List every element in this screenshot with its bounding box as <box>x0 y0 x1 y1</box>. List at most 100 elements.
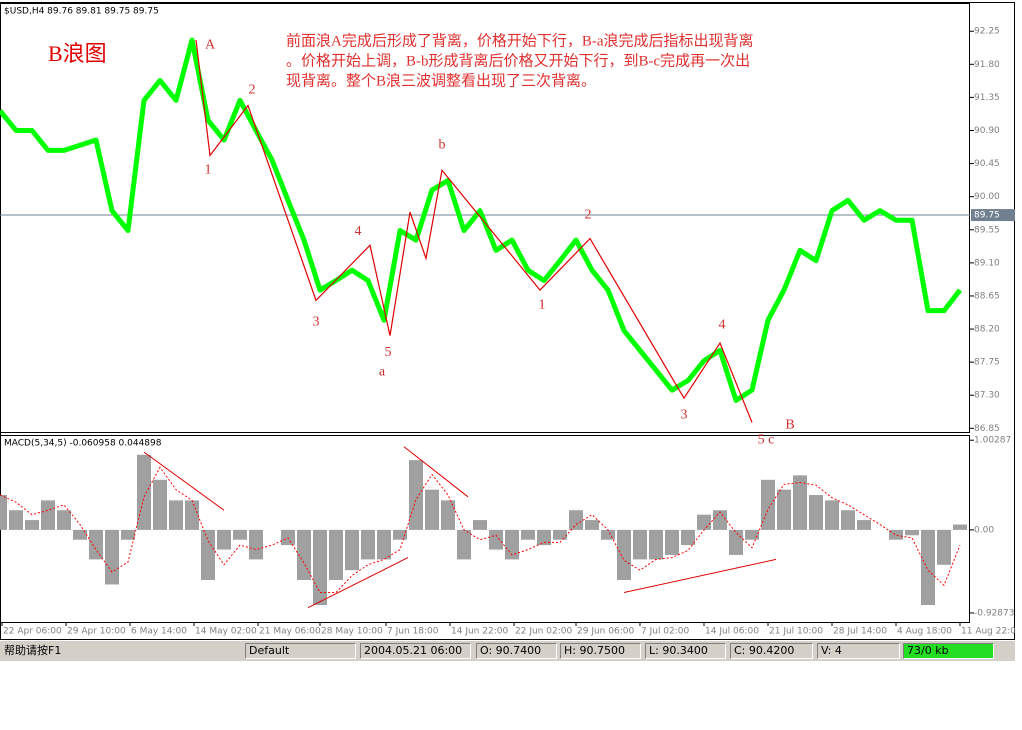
y-tick-label: 0.00 <box>974 525 994 535</box>
macd-bar <box>89 529 103 560</box>
macd-bar <box>921 529 935 606</box>
high: H: 90.7500 <box>560 643 641 659</box>
note-line: 前面浪A完成后形成了背离，价格开始下行，B-a浪完成后指标出现背离 <box>286 32 754 49</box>
macd-bar <box>105 529 119 585</box>
wave-label: 3 <box>681 407 688 422</box>
wave-label: b <box>439 137 446 152</box>
y-tick-label: 89.55 <box>974 225 1000 235</box>
divergence-line <box>623 558 777 593</box>
macd-bar <box>777 489 791 530</box>
last-price-box <box>971 209 1015 222</box>
macd-bar <box>457 529 471 560</box>
macd-bar <box>697 514 711 530</box>
macd-bar <box>601 529 615 540</box>
close: C: 90.4200 <box>730 643 813 659</box>
x-tick-label: 21 May 06:00 <box>259 627 321 637</box>
y-tick-label: -0.92873 <box>974 608 1014 618</box>
macd-bar <box>121 529 135 540</box>
time: 2004.05.21 06:00 <box>360 643 471 659</box>
x-tick-label: 29 Jun 06:00 <box>577 627 634 637</box>
wave-line <box>195 39 753 423</box>
macd-bar <box>441 500 455 530</box>
last-price-label: 89.75 <box>974 211 1000 221</box>
wave-label: 2 <box>585 207 592 222</box>
macd-bar <box>729 529 743 555</box>
macd-bar <box>393 529 407 540</box>
x-tick-label: 11 Aug 22:00 <box>961 627 1015 637</box>
y-tick-label: 86.85 <box>974 424 1000 434</box>
macd-bar <box>713 510 727 530</box>
x-tick-label: 6 May 14:00 <box>131 627 187 637</box>
wave-label: 2 <box>249 82 256 97</box>
macd-bar <box>953 524 967 530</box>
wave-label: 4 <box>719 318 726 333</box>
macd-bar <box>297 529 311 580</box>
volume: V: 4 <box>817 643 900 659</box>
macd-bar <box>681 529 695 546</box>
macd-bar <box>521 529 535 540</box>
divergence-line <box>143 451 225 511</box>
divergence-line <box>403 446 469 498</box>
wave-label: a <box>379 365 386 380</box>
y-tick-label: 87.75 <box>974 358 1000 368</box>
wave-label: 3 <box>313 315 320 330</box>
macd-bar <box>489 529 503 550</box>
y-tick-label: 88.20 <box>974 325 1000 335</box>
traffic: 73/0 kb <box>903 643 994 659</box>
x-tick-label: 22 Apr 06:00 <box>3 627 62 637</box>
macd-bar <box>153 479 167 530</box>
macd-bar <box>889 529 903 540</box>
y-tick-label: 90.45 <box>974 159 1000 169</box>
signal-line <box>0 466 961 593</box>
macd-bar <box>73 529 87 540</box>
macd-bar <box>169 500 183 530</box>
macd-bar <box>745 529 759 540</box>
macd-bar <box>425 489 439 530</box>
macd-bar <box>345 529 359 571</box>
status-bar: 帮助请按F1 Default 2004.05.21 06:00 O: 90.74… <box>0 641 1015 661</box>
macd-bar <box>473 520 487 530</box>
wave-label: 1 <box>205 162 212 177</box>
y-tick-label: 1.00287 <box>974 436 1011 446</box>
chart-title: B浪图 <box>48 41 107 66</box>
panel-header: MACD(5,34,5) -0.060958 0.044898 <box>4 439 162 449</box>
macd-bar <box>809 495 823 530</box>
x-tick-label: 29 Apr 10:00 <box>67 627 126 637</box>
macd-bar <box>633 529 647 560</box>
x-tick-label: 14 May 02:00 <box>195 627 257 637</box>
panel-header: $USD,H4 89.76 89.81 89.75 89.75 <box>4 7 159 17</box>
macd-bar <box>377 529 391 560</box>
macd-bar <box>361 529 375 560</box>
divergence-line <box>307 557 409 609</box>
macd-bar <box>825 500 839 530</box>
macd-bar <box>905 529 919 536</box>
macd-bar <box>665 529 679 555</box>
note-line: 现背离。整个B浪三波调整看出现了三次背离。 <box>286 72 596 89</box>
wave-label: B <box>785 418 794 433</box>
macd-bar <box>841 510 855 530</box>
help: 帮助请按F1 <box>4 644 62 657</box>
macd-bar <box>553 529 567 540</box>
profile[interactable]: Default <box>245 643 356 659</box>
y-tick-label: 91.35 <box>974 93 1000 103</box>
x-tick-label: 22 Jun 02:00 <box>515 627 572 637</box>
x-tick-label: 7 Jun 18:00 <box>387 627 439 637</box>
macd-bar <box>937 529 951 565</box>
macd-bar <box>9 510 23 530</box>
macd-bar <box>617 529 631 580</box>
y-tick-label: 89.10 <box>974 258 1000 268</box>
x-tick-label: 4 Aug 18:00 <box>897 627 952 637</box>
macd-bar <box>249 529 263 560</box>
macd-bar <box>185 500 199 530</box>
x-tick-label: 7 Jul 02:00 <box>641 627 690 637</box>
macd-bar <box>217 529 231 550</box>
macd-bar <box>25 520 39 530</box>
macd-bar <box>569 510 583 530</box>
macd-bar <box>537 529 551 546</box>
macd-bar <box>329 529 343 580</box>
macd-bar <box>41 500 55 530</box>
macd-bar <box>585 520 599 530</box>
wave-label: A <box>205 37 216 52</box>
macd-bar <box>57 510 71 530</box>
